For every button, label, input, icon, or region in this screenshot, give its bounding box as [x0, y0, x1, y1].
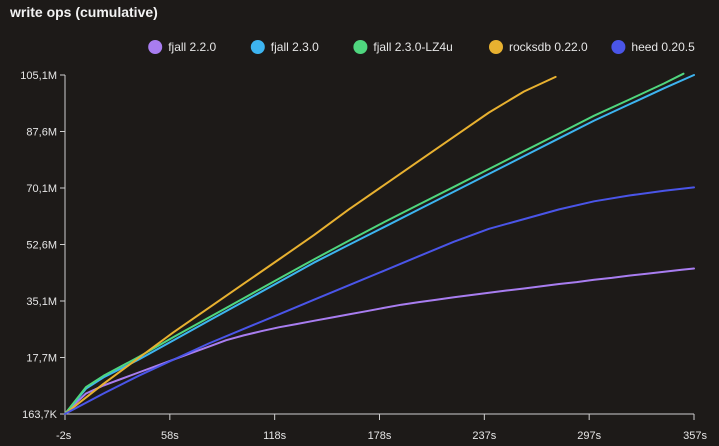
legend-swatch-2 [353, 40, 368, 54]
chart-title: write ops (cumulative) [10, 4, 158, 20]
legend-label-1: fjall 2.3.0 [271, 40, 319, 54]
x-tick-label: 357s [683, 430, 707, 442]
legend-swatch-1 [250, 40, 265, 54]
y-tick-label: 105,1M [20, 70, 57, 82]
y-tick-label: 163,7K [22, 409, 58, 421]
legend-swatch-0 [148, 40, 163, 54]
legend-label-2: fjall 2.3.0-LZ4u [373, 40, 452, 54]
x-tick-label: 178s [368, 430, 392, 442]
x-tick-label: 118s [263, 430, 287, 442]
series-line-4 [64, 186, 695, 415]
y-tick-label: 70,1M [26, 183, 57, 195]
legend-label-3: rocksdb 0.22.0 [509, 40, 588, 54]
legend-swatch-3 [489, 40, 503, 54]
legend-swatch-4 [611, 40, 626, 54]
legend-label-4: heed 0.20.5 [631, 40, 695, 54]
y-tick-label: 87,6M [26, 127, 57, 139]
legend-label-0: fjall 2.2.0 [168, 40, 216, 54]
series-line-1 [64, 74, 695, 415]
y-tick-label: 52,6M [26, 240, 57, 252]
y-tick-label: 17,7M [26, 353, 57, 365]
x-tick-label: 58s [161, 430, 179, 442]
x-tick-label: 237s [472, 430, 496, 442]
x-tick-label: 297s [577, 430, 601, 442]
series-line-0 [64, 267, 695, 415]
series-line-2 [64, 72, 685, 415]
series-line-3 [64, 75, 557, 415]
y-tick-label: 35,1M [26, 296, 57, 308]
x-tick-label: -2s [56, 430, 72, 442]
